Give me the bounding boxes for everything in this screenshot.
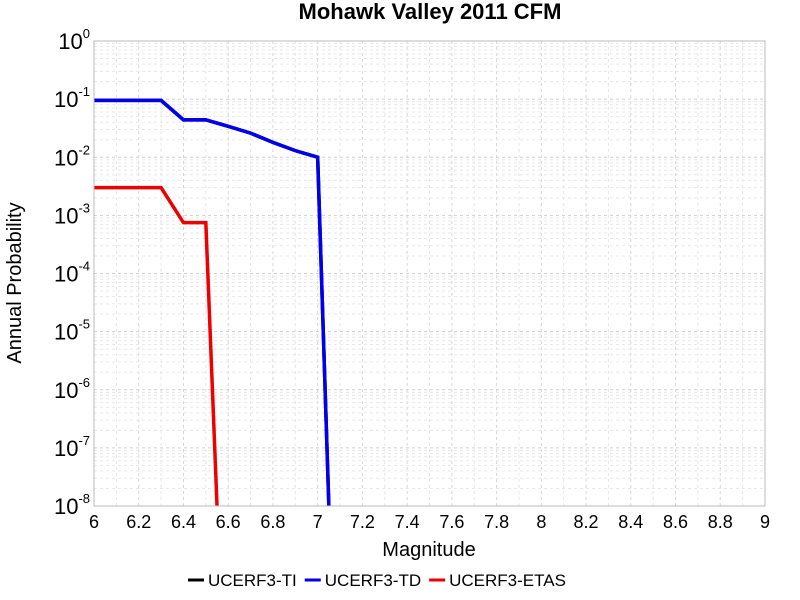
x-tick-label: 6 [89, 512, 99, 532]
x-tick-label: 9 [760, 512, 770, 532]
x-tick-label: 7.2 [350, 512, 375, 532]
series-line-ucerf3-etas [94, 185, 219, 507]
legend-label: UCERF3-TD [325, 571, 421, 590]
x-tick-label: 6.6 [216, 512, 241, 532]
legend-label: UCERF3-ETAS [449, 571, 566, 590]
x-tick-label: 6.4 [171, 512, 196, 532]
y-tick-label: 10-2 [54, 142, 90, 170]
y-tick-label: 10-3 [54, 200, 90, 228]
y-axis-label: Annual Probability [4, 202, 26, 363]
series-layer [94, 98, 331, 507]
x-tick-label: 6.2 [126, 512, 151, 532]
y-tick-labels: 10-8 10-7 10-6 10-5 10-4 10-3 10-2 10-1 100 [54, 26, 90, 519]
legend-item: UCERF3-ETAS [429, 571, 566, 590]
x-tick-label: 7.4 [395, 512, 420, 532]
chart-title: Mohawk Valley 2011 CFM [299, 0, 562, 24]
x-tick-labels: 6 6.2 6.4 6.6 6.8 7 7.2 7.4 7.6 7.8 8 8.2 8.4 8.6 8.8 9 [89, 512, 770, 532]
x-tick-label: 8.2 [574, 512, 599, 532]
legend-label: UCERF3-TI [208, 571, 297, 590]
x-tick-label: 6.8 [260, 512, 285, 532]
y-tick-label: 10-5 [54, 317, 90, 345]
x-tick-label: 7.6 [439, 512, 464, 532]
y-tick-label: 10-4 [54, 259, 90, 287]
y-tick-label: 100 [58, 26, 90, 54]
legend-item: UCERF3-TD [304, 571, 421, 590]
y-tick-label: 10-8 [54, 491, 90, 519]
y-tick-label: 10-7 [54, 433, 90, 461]
y-tick-label: 10-6 [54, 375, 90, 403]
y-tick-label: 10-1 [54, 84, 90, 112]
x-tick-label: 8.4 [618, 512, 643, 532]
x-tick-label: 8.8 [708, 512, 733, 532]
x-tick-label: 7 [313, 512, 323, 532]
x-tick-label: 8 [536, 512, 546, 532]
series-line-ucerf3-td [94, 98, 331, 507]
plot-frame [93, 40, 766, 507]
x-tick-label: 7.8 [484, 512, 509, 532]
x-axis-label: Magnitude [382, 539, 475, 561]
legend: UCERF3-TI UCERF3-TD UCERF3-ETAS [188, 571, 566, 590]
legend-item: UCERF3-TI [188, 571, 297, 590]
grid [93, 41, 766, 507]
x-tick-label: 8.6 [663, 512, 688, 532]
